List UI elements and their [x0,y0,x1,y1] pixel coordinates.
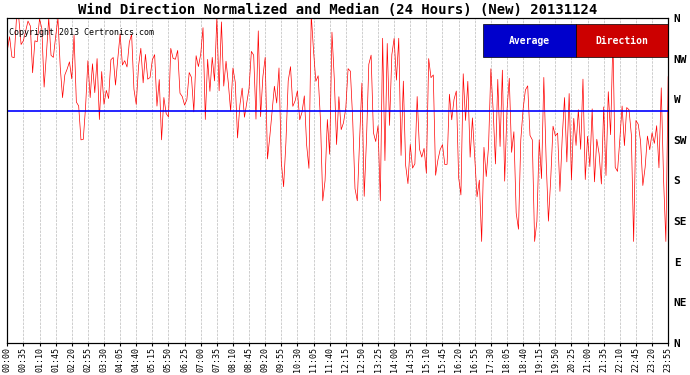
FancyBboxPatch shape [575,24,668,57]
Text: Direction: Direction [595,36,649,46]
Text: Average: Average [509,36,550,46]
FancyBboxPatch shape [483,24,575,57]
Title: Wind Direction Normalized and Median (24 Hours) (New) 20131124: Wind Direction Normalized and Median (24… [78,3,598,17]
Text: Copyright 2013 Certronics.com: Copyright 2013 Certronics.com [8,28,154,37]
